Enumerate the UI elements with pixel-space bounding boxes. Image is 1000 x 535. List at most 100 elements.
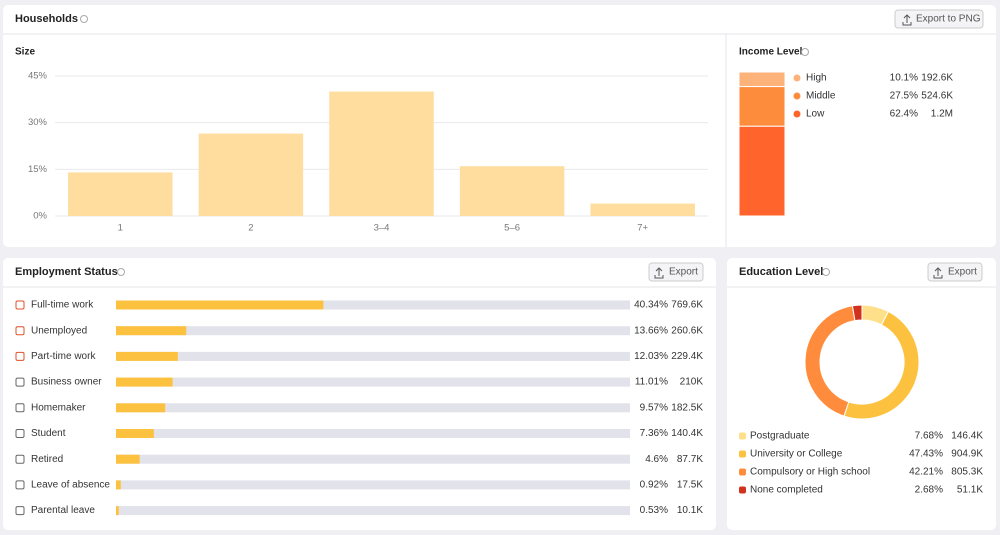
- legend-label: None completed: [750, 485, 823, 496]
- value-label: 62.4%: [890, 109, 918, 120]
- count-label: 904.9K: [951, 449, 983, 460]
- count-label: 805.3K: [951, 467, 983, 478]
- bar: [329, 91, 434, 216]
- value-label: 47.43%: [909, 449, 943, 460]
- count-label: 146.4K: [951, 431, 983, 442]
- bar: [459, 166, 565, 216]
- value-label: 7.68%: [915, 431, 943, 442]
- row-icon: [15, 377, 25, 387]
- y-tick-label: 30%: [28, 117, 48, 128]
- count-label: 87.7K: [677, 454, 703, 465]
- count-label: 51.1K: [957, 485, 983, 496]
- bar: [116, 454, 140, 464]
- bar-track: [116, 326, 630, 336]
- row-icon: [15, 351, 25, 361]
- bar-track: [116, 300, 630, 310]
- x-tick-label: 7+: [637, 223, 648, 234]
- bar: [198, 133, 304, 216]
- stack-segment: [738, 71, 786, 88]
- value-label: 2.68%: [915, 485, 943, 496]
- count-label: 210K: [680, 377, 704, 388]
- legend-swatch: [793, 74, 801, 82]
- x-tick-label: 3–4: [374, 223, 390, 234]
- legend-label: Postgraduate: [750, 431, 810, 442]
- row-icon: [15, 403, 25, 413]
- bar-track: [116, 429, 630, 438]
- legend-label: University or College: [750, 449, 843, 460]
- row-icon: [15, 506, 25, 516]
- donut-slice: [851, 304, 863, 322]
- category-label: Retired: [31, 454, 63, 465]
- count-label: 524.6K: [921, 91, 953, 102]
- legend-swatch: [739, 450, 746, 458]
- button-label[interactable]: Export: [948, 267, 977, 278]
- value-label: 0.53%: [640, 505, 668, 516]
- y-tick-label: 15%: [28, 164, 48, 175]
- count-label: 192.6K: [921, 73, 953, 84]
- chart-title: Education Level: [739, 266, 823, 278]
- value-label: 40.34%: [634, 300, 668, 311]
- page-title: Households: [15, 13, 78, 25]
- value-label: 13.66%: [634, 325, 668, 336]
- row-icon: [15, 480, 25, 490]
- legend-label: Low: [806, 109, 825, 120]
- legend-label: High: [806, 73, 827, 84]
- chart-title: Employment Status: [15, 266, 118, 278]
- info-icon: [80, 15, 88, 23]
- bar: [116, 377, 173, 387]
- category-label: Homemaker: [31, 402, 86, 413]
- category-label: Parental leave: [31, 505, 95, 516]
- category-label: Full-time work: [31, 300, 94, 311]
- y-tick-label: 0%: [33, 211, 47, 222]
- legend-swatch: [739, 468, 746, 476]
- bar: [116, 506, 119, 516]
- value-label: 11.01%: [635, 377, 668, 388]
- count-label: 140.4K: [671, 428, 703, 439]
- legend-label: Middle: [806, 91, 836, 102]
- bar: [116, 480, 121, 490]
- export-button[interactable]: Export: [648, 262, 704, 282]
- legend-swatch: [739, 486, 746, 494]
- count-label: 769.6K: [671, 300, 703, 311]
- export-png-button[interactable]: Export to PNG: [894, 9, 984, 29]
- value-label: 42.21%: [909, 467, 943, 478]
- row-icon: [15, 326, 25, 336]
- button-label[interactable]: Export: [669, 267, 698, 278]
- info-icon: [117, 268, 125, 276]
- category-label: Unemployed: [31, 325, 87, 336]
- button-label[interactable]: Export to PNG: [916, 14, 981, 25]
- chart-title: Income Level: [739, 47, 803, 58]
- count-label: 182.5K: [671, 402, 703, 413]
- count-label: 260.6K: [671, 325, 703, 336]
- category-label: Business owner: [31, 377, 102, 388]
- count-label: 1.2M: [931, 109, 953, 120]
- legend-swatch: [793, 110, 801, 118]
- value-label: 4.6%: [645, 454, 668, 465]
- bar: [116, 429, 154, 438]
- count-label: 229.4K: [671, 351, 703, 362]
- stack-segment: [738, 86, 786, 127]
- x-tick-label: 1: [118, 223, 123, 234]
- bar-track: [116, 377, 630, 387]
- bar: [116, 403, 166, 413]
- export-icon: [933, 267, 943, 279]
- export-icon: [654, 267, 664, 279]
- row-icon: [15, 454, 25, 464]
- category-label: Leave of absence: [31, 480, 110, 491]
- bar: [116, 351, 178, 361]
- category-label: Student: [31, 428, 66, 439]
- bar-track: [116, 454, 630, 464]
- y-tick-label: 45%: [28, 71, 48, 82]
- count-label: 17.5K: [677, 480, 703, 491]
- button-frame[interactable]: [894, 9, 984, 29]
- legend-swatch: [793, 92, 801, 100]
- legend-label: Compulsory or High school: [750, 467, 870, 478]
- value-label: 7.36%: [640, 428, 668, 439]
- export-icon: [902, 14, 912, 26]
- bar-track: [116, 351, 630, 361]
- education-card: [727, 258, 996, 530]
- bar-track: [116, 506, 630, 516]
- bar-track: [116, 403, 630, 413]
- export-button[interactable]: Export: [927, 262, 983, 282]
